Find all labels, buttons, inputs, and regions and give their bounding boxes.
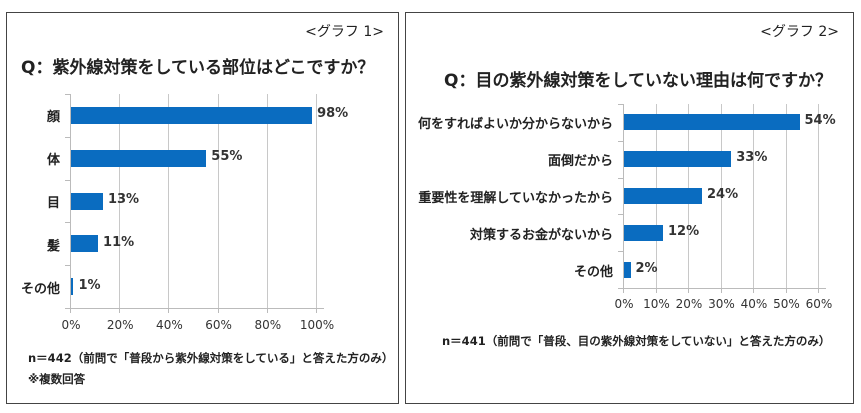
value-label: 54% <box>804 113 836 129</box>
bar <box>624 188 702 204</box>
gridline <box>316 94 317 308</box>
sample-note: n＝441（前問で「普段、目の紫外線対策をしていない」と答えた方のみ） <box>442 334 831 348</box>
y-tick <box>618 104 623 105</box>
bar <box>71 106 313 124</box>
gridline <box>785 104 787 288</box>
x-tick-label: 20% <box>106 318 134 332</box>
bar <box>71 192 103 210</box>
x-tick <box>753 288 754 293</box>
category-label: その他 <box>573 264 613 280</box>
y-tick <box>65 94 70 95</box>
x-tick-label: 60% <box>205 318 232 332</box>
y-tick <box>618 140 623 142</box>
x-axis <box>70 308 324 309</box>
x-tick-label: 10% <box>643 297 670 311</box>
x-tick-label: 80% <box>254 318 282 332</box>
value-label: 33% <box>736 150 768 166</box>
y-tick <box>618 288 623 289</box>
y-tick <box>65 222 70 224</box>
x-tick-label: 30% <box>708 297 735 311</box>
chart-panel-1: <グラフ 1> Q：紫外線対策をしている部位はどこですか？ 0% 20% 40% 60… <box>6 12 399 404</box>
x-tick <box>720 288 722 293</box>
value-label: 11% <box>103 234 135 250</box>
value-label: 1% <box>78 277 101 293</box>
bar <box>624 114 800 131</box>
gridline <box>720 104 722 288</box>
x-tick <box>217 308 219 313</box>
y-tick <box>65 265 70 267</box>
gridline <box>217 94 219 308</box>
chart-title: Q：紫外線対策をしている部位はどこですか？ <box>21 58 375 78</box>
category-label: 重要性を理解していなかったから <box>418 191 613 206</box>
category-label: 面倒だから <box>547 154 613 170</box>
multi-answer-note: ※複数回答 <box>28 372 86 386</box>
x-tick <box>623 288 624 293</box>
x-tick <box>266 308 268 313</box>
x-tick-label: 0% <box>614 297 634 311</box>
y-tick <box>65 136 70 138</box>
value-label: 24% <box>707 187 739 202</box>
bar <box>624 261 631 278</box>
chart-title: Q：目の紫外線対策をしていない理由は何ですか？ <box>444 71 832 91</box>
bar <box>71 149 207 167</box>
x-tick <box>168 308 170 313</box>
x-tick <box>688 288 689 293</box>
x-tick <box>316 308 317 313</box>
x-tick <box>818 288 819 293</box>
category-label: 対策するお金がないから <box>469 227 613 243</box>
chart-panel-2: <グラフ 2> Q：目の紫外線対策をしていない理由は何ですか？ 0% 10% 20%… <box>405 12 854 404</box>
x-axis <box>623 288 826 289</box>
y-tick <box>65 308 70 309</box>
bar <box>71 235 99 253</box>
y-tick <box>618 251 623 253</box>
value-label: 13% <box>107 192 140 207</box>
graph-label: <グラフ 2> <box>760 24 839 40</box>
category-label: 髪 <box>46 238 60 254</box>
category-label: 何をすればよいか分からないから <box>417 117 613 133</box>
y-tick <box>65 179 70 181</box>
category-label: 顔 <box>46 110 60 126</box>
x-tick-label: 20% <box>675 297 703 311</box>
x-tick-label: 40% <box>156 318 183 332</box>
x-tick-label: 60% <box>805 297 833 311</box>
category-label: 目 <box>46 196 60 211</box>
gridline <box>753 104 754 288</box>
bar <box>624 224 663 241</box>
gridline <box>818 104 819 288</box>
x-tick-label: 100% <box>299 318 335 332</box>
x-tick-label: 50% <box>773 297 800 311</box>
gridline <box>266 94 268 308</box>
bar <box>624 151 732 168</box>
graph-label: <グラフ 1> <box>305 24 384 40</box>
x-tick <box>785 288 787 293</box>
bar <box>71 278 74 296</box>
y-axis <box>70 94 71 308</box>
x-tick-label: 40% <box>740 297 768 311</box>
x-tick <box>70 308 71 313</box>
x-tick <box>655 288 657 293</box>
y-tick <box>618 177 623 179</box>
value-label: 55% <box>211 149 243 165</box>
y-tick <box>618 214 623 216</box>
value-label: 12% <box>668 223 700 239</box>
gridline <box>119 94 121 308</box>
gridline <box>168 94 170 308</box>
y-axis <box>623 104 624 288</box>
category-label: その他 <box>20 281 60 297</box>
sample-note: n＝442（前問で「普段から紫外線対策をしている」と答えた方のみ） <box>28 351 394 365</box>
category-label: 体 <box>46 153 60 169</box>
value-label: 98% <box>317 106 349 122</box>
x-tick-label: 0% <box>61 318 81 332</box>
x-tick <box>119 308 121 313</box>
value-label: 2% <box>635 260 658 276</box>
